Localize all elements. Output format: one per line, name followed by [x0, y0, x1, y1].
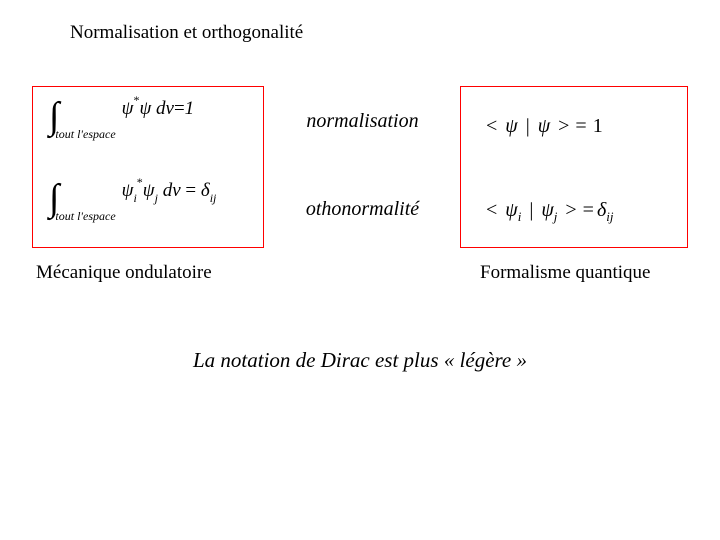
psi-j: ψ [541, 199, 553, 221]
integral-domain: tout l'espace [55, 209, 115, 223]
integral-body-2: ψi*ψj dv = δij [122, 180, 217, 201]
center-column: normalisation othonormalité [265, 86, 460, 246]
subscript-j: j [554, 209, 558, 224]
dirac-box: < ψ | ψ >=1 < ψi | ψj >=δij [460, 86, 688, 248]
ket-close: > [555, 115, 572, 137]
delta: δ [597, 199, 606, 221]
ket-bar: | [523, 115, 533, 137]
integral-normalisation: ∫tout l'espace ψ*ψ dv=1 [49, 97, 253, 147]
label-normalisation: normalisation [265, 110, 460, 133]
label-quantum-formalism: Formalisme quantique [480, 262, 650, 284]
conclusion-text: La notation de Dirac est plus « légère » [0, 348, 720, 373]
integral-body-1: ψ*ψ dv=1 [122, 98, 195, 119]
label-orthonormality: othonormalité [265, 198, 460, 221]
value-one: 1 [590, 115, 606, 137]
subscript-i: i [518, 209, 522, 224]
psi: ψ [505, 115, 517, 137]
bra-open: < [483, 115, 500, 137]
psi-i: ψ [505, 199, 517, 221]
integral-orthonormality: ∫tout l'espace ψi*ψj dv = δij [49, 179, 253, 229]
equals: = [580, 199, 597, 221]
page-title: Normalisation et orthogonalité [70, 22, 303, 44]
ket-close: > [562, 199, 579, 221]
bra-open: < [483, 199, 500, 221]
ket-bar: | [526, 199, 536, 221]
wave-mechanics-box: ∫tout l'espace ψ*ψ dv=1 ∫tout l'espace ψ… [32, 86, 264, 248]
label-wave-mechanics: Mécanique ondulatoire [36, 262, 212, 284]
psi: ψ [538, 115, 550, 137]
equals: = [572, 115, 589, 137]
integral-domain: tout l'espace [55, 127, 115, 141]
dirac-orthonormality: < ψi | ψj >=δij [483, 199, 613, 225]
subscript-ij: ij [606, 209, 613, 224]
slide: Normalisation et orthogonalité ∫tout l'e… [0, 0, 720, 540]
dirac-normalisation: < ψ | ψ >=1 [483, 115, 606, 138]
